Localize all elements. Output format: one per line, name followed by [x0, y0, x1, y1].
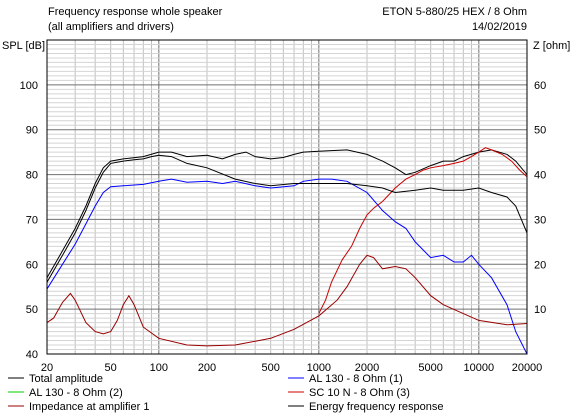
legend-label: Total amplitude [29, 373, 103, 385]
legend-label: AL 130 - 8 Ohm (2) [29, 387, 123, 399]
y2-tick-label: 10 [534, 304, 546, 316]
series-line-5 [47, 149, 527, 278]
series-line-1 [47, 178, 527, 354]
chart-subtitle: (all amplifiers and drivers) [48, 21, 174, 33]
plot-series [47, 147, 527, 354]
y-axis-title: SPL [dB] [2, 40, 45, 52]
y-tick-label: 100 [20, 80, 38, 92]
x-tick-label: 100 [150, 362, 168, 374]
x-tick-label: 20000 [512, 362, 543, 374]
y2-axis-title: Z [ohm] [533, 40, 570, 52]
model-label: ETON 5-880/25 HEX / 8 Ohm [382, 6, 527, 18]
y2-tick-label: 30 [534, 214, 546, 226]
x-tick-label: 50 [105, 362, 117, 374]
y-tick-label: 80 [26, 170, 38, 182]
date-label: 14/02/2019 [472, 21, 527, 33]
y2-tick-label: 50 [534, 125, 546, 137]
plot-frame [46, 39, 528, 355]
series-line-0 [47, 154, 527, 283]
y-tick-label: 90 [26, 125, 38, 137]
y-tick-label: 60 [26, 259, 38, 271]
legend-label: SC 10 N - 8 Ohm (3) [309, 387, 410, 399]
y-tick-label: 70 [26, 214, 38, 226]
legend: Total amplitude AL 130 - 8 Ohm (2) Impedan… [8, 373, 444, 413]
y-tick-label: 50 [26, 304, 38, 316]
chart-title: Frequency response whole speaker [48, 6, 223, 18]
y2-tick-label: 20 [534, 259, 546, 271]
x-tick-label: 500 [261, 362, 279, 374]
legend-label: Impedance at amplifier 1 [29, 401, 149, 413]
x-tick-label: 2000 [355, 362, 379, 374]
y2-tick-label: 60 [534, 80, 546, 92]
x-tick-label: 10000 [464, 362, 495, 374]
series-line-3 [318, 147, 527, 314]
axis-ticks: 20 50 100 200 500 1000 2000 5000 10000 20000 40 50 6… [20, 80, 547, 374]
x-tick-label: 200 [198, 362, 216, 374]
legend-label: AL 130 - 8 Ohm (1) [309, 373, 403, 385]
x-tick-label: 5000 [418, 362, 442, 374]
x-tick-label: 1000 [307, 362, 331, 374]
legend-label: Energy frequency response [309, 401, 444, 413]
y2-tick-label: 40 [534, 170, 546, 182]
x-tick-label: 20 [41, 362, 53, 374]
series-line-4 [47, 254, 527, 347]
y-tick-label: 40 [26, 349, 38, 361]
plot-grid [47, 40, 527, 354]
